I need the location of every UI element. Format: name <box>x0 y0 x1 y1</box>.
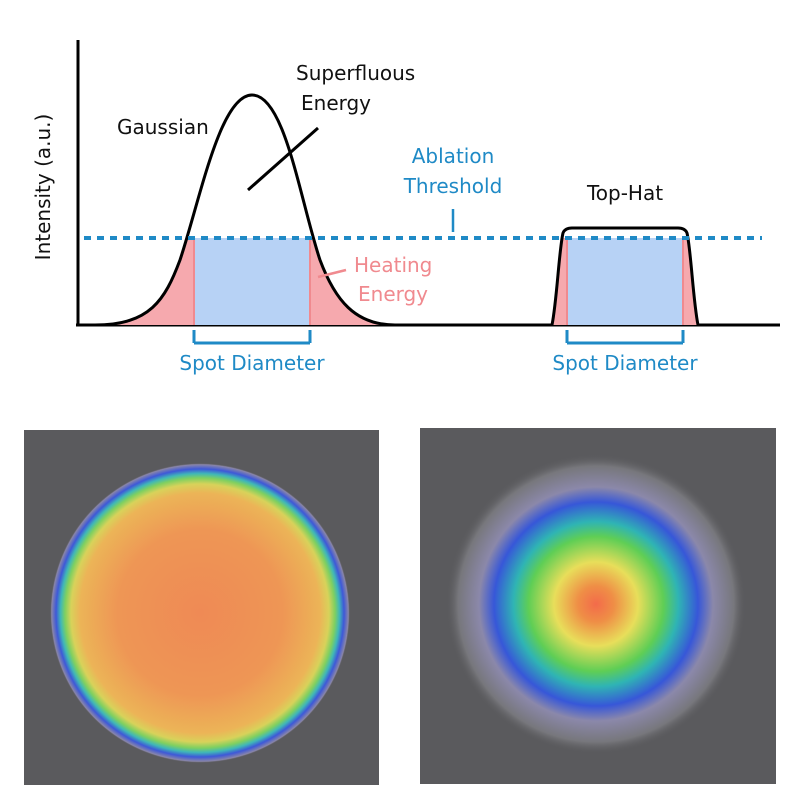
superfluous-energy-label-line1: Superfluous <box>296 61 415 85</box>
gaussian-label: Gaussian <box>117 115 209 139</box>
spot-diameter-bracket-left <box>192 330 312 345</box>
tophat-curve <box>550 226 700 326</box>
tophat-spot-region <box>567 238 683 325</box>
heating-energy-region-left <box>95 238 195 325</box>
top-hat-beam-profile <box>24 430 379 785</box>
ablation-threshold-label-line2: Threshold <box>403 174 503 198</box>
gaussian-curve <box>94 93 396 327</box>
gaussian-beam-profile <box>420 428 776 784</box>
spot-diameter-bracket-right <box>565 330 685 345</box>
y-axis-label: Intensity (a.u.) <box>31 114 55 261</box>
ablation-threshold-label-line1: Ablation <box>412 144 495 168</box>
tophat-fills <box>552 238 698 325</box>
heating-energy-pointer <box>317 268 347 279</box>
gaussian-spot-region <box>194 238 310 325</box>
superfluous-energy-label-line2: Energy <box>301 91 371 115</box>
spot-diameter-label-left: Spot Diameter <box>179 351 325 375</box>
superfluous-energy-pointer <box>247 126 319 192</box>
top-hat-label: Top-Hat <box>586 181 663 205</box>
heating-energy-label-line2: Energy <box>358 282 428 306</box>
heating-energy-label-line1: Heating <box>354 253 432 277</box>
spot-diameter-label-right: Spot Diameter <box>552 351 698 375</box>
